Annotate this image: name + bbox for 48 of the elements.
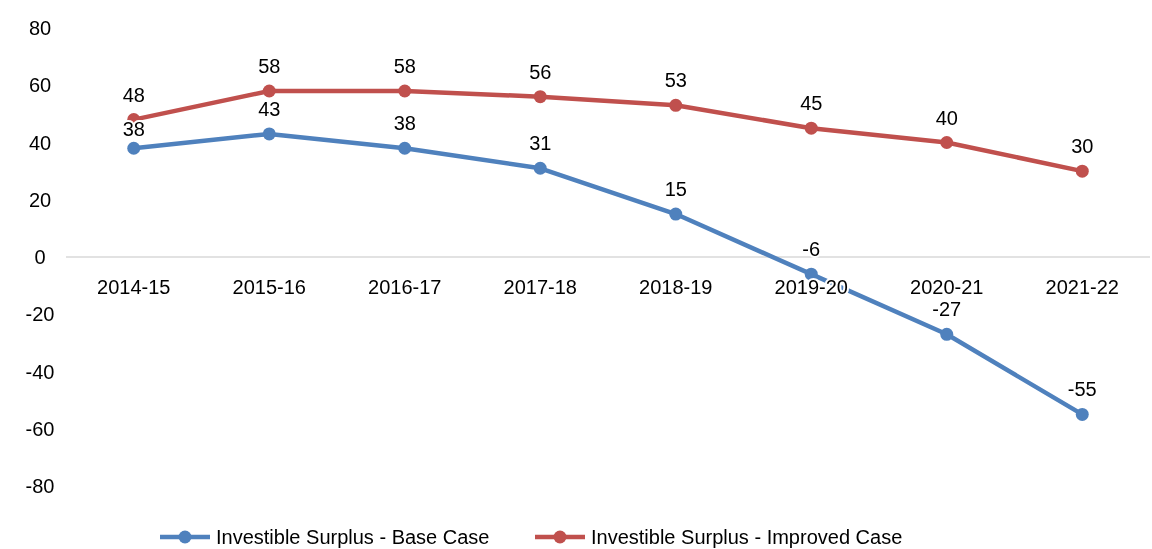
data-label: -6 <box>802 238 821 261</box>
data-label: 31 <box>529 132 552 155</box>
data-label: 38 <box>393 112 416 135</box>
x-tick-label: 2021-22 <box>1045 276 1119 298</box>
point <box>669 98 683 112</box>
x-tick-label: 2014-15 <box>97 276 171 298</box>
point <box>940 136 954 149</box>
x-tick-label: 2015-16 <box>232 276 306 298</box>
y-tick-label: 80 <box>28 17 52 39</box>
point <box>262 127 276 141</box>
point <box>804 121 818 135</box>
data-label: 58 <box>258 54 281 77</box>
data-label: 45 <box>800 92 823 115</box>
point <box>1075 407 1089 421</box>
point <box>398 84 412 98</box>
legend-label: Investible Surplus - Base Case <box>216 526 490 548</box>
point <box>533 90 547 104</box>
y-tick-label: -20 <box>25 303 55 326</box>
y-tick-label: 60 <box>28 74 52 97</box>
point <box>127 141 141 155</box>
data-label: 53 <box>664 69 687 92</box>
legend-label: Investible Surplus - Improved Case <box>591 526 903 548</box>
data-label: 48 <box>122 83 145 106</box>
data-label: 58 <box>393 54 416 77</box>
data-label: 15 <box>664 178 687 201</box>
y-tick-label: -80 <box>25 475 55 497</box>
point <box>262 84 276 98</box>
point <box>533 161 547 175</box>
y-tick-label: 40 <box>28 131 52 154</box>
data-label: -27 <box>932 298 962 321</box>
point <box>940 327 954 341</box>
data-label: 43 <box>258 97 281 120</box>
data-label: 30 <box>1071 135 1094 158</box>
data-label: 40 <box>935 106 958 129</box>
y-tick-label: 20 <box>28 188 52 211</box>
x-tick-label: 2016-17 <box>368 276 442 298</box>
x-tick-label: 2020-21 <box>910 276 984 298</box>
data-label: 38 <box>122 118 145 141</box>
y-tick-label: 0 <box>34 246 46 268</box>
x-tick-label: 2018-19 <box>639 276 713 298</box>
y-tick-label: -40 <box>25 360 55 383</box>
x-tick-label: 2017-18 <box>503 276 577 298</box>
point <box>398 141 412 155</box>
data-label: 56 <box>529 60 552 83</box>
point <box>669 207 683 221</box>
point <box>1075 164 1089 178</box>
data-label: -55 <box>1067 378 1097 401</box>
y-tick-label: -60 <box>25 417 55 440</box>
